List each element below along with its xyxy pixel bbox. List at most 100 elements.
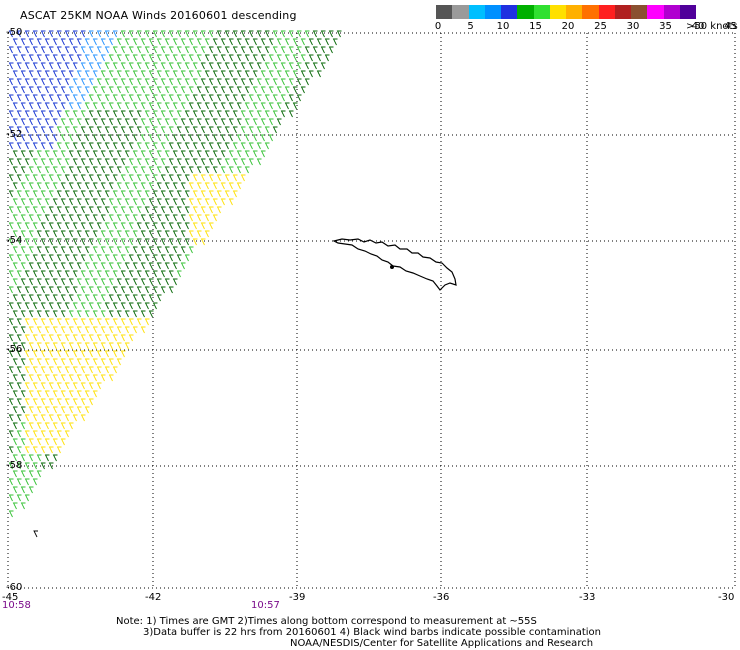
wind-barb [200, 206, 206, 214]
wind-barb [112, 190, 118, 198]
wind-barb [16, 494, 22, 502]
wind-barb [60, 198, 66, 206]
wind-barb [68, 342, 74, 350]
wind-barb [296, 94, 302, 102]
wind-barb [56, 78, 62, 86]
wind-barb [24, 190, 30, 198]
wind-barb [20, 166, 26, 174]
wind-barb [104, 350, 110, 358]
wind-barb [212, 166, 218, 174]
wind-barb [44, 310, 50, 318]
wind-barb [172, 246, 178, 254]
wind-barb [280, 110, 286, 118]
wind-barb [140, 230, 146, 238]
wind-barb [80, 30, 86, 38]
wind-barb [80, 398, 86, 406]
wind-barb [276, 38, 282, 46]
wind-barb [204, 150, 210, 158]
colorbar-label: 0 [434, 21, 442, 32]
wind-barb [52, 198, 58, 206]
wind-barb [252, 134, 258, 142]
wind-barb [204, 118, 210, 126]
wind-barb [176, 174, 182, 182]
wind-barb [68, 166, 74, 174]
wind-barb [164, 198, 170, 206]
wind-barb [44, 262, 50, 270]
wind-barb [220, 70, 226, 78]
wind-barb [12, 470, 18, 478]
wind-barb [184, 126, 190, 134]
wind-barb [36, 406, 42, 414]
wind-barb [292, 86, 298, 94]
wind-barb [140, 134, 146, 142]
wind-barb [28, 310, 34, 318]
wind-barb [36, 134, 42, 142]
wind-barb [104, 46, 110, 54]
wind-barb [192, 142, 198, 150]
wind-barb [160, 46, 166, 54]
wind-barb [96, 94, 102, 102]
wind-barb [212, 54, 218, 62]
wind-barb [288, 110, 294, 118]
wind-barb [68, 182, 74, 190]
wind-barb [216, 190, 222, 198]
wind-barb [64, 110, 70, 118]
wind-barb [192, 174, 198, 182]
wind-barb [212, 182, 218, 190]
wind-barb [108, 230, 114, 238]
wind-barb [204, 38, 210, 46]
wind-barb [136, 302, 142, 310]
wind-barb [40, 350, 46, 358]
wind-barb [52, 230, 58, 238]
wind-barb [80, 286, 86, 294]
wind-barb [16, 254, 22, 262]
wind-barb [236, 86, 242, 94]
wind-barb [108, 38, 114, 46]
wind-barb [228, 198, 234, 206]
wind-barb [192, 46, 198, 54]
wind-barb [88, 222, 94, 230]
wind-barb [156, 150, 162, 158]
wind-barb [208, 30, 214, 38]
wind-barb [192, 206, 198, 214]
wind-barb [188, 38, 194, 46]
wind-barb [240, 174, 246, 182]
wind-barb [108, 294, 114, 302]
wind-barb [244, 70, 250, 78]
wind-barb [160, 78, 166, 86]
wind-barb [16, 382, 22, 390]
wind-barb [28, 326, 34, 334]
wind-barb [52, 310, 58, 318]
wind-barb [184, 94, 190, 102]
wind-barb [56, 142, 62, 150]
wind-barb [304, 62, 310, 70]
wind-barb [164, 118, 170, 126]
wind-barb [84, 166, 90, 174]
wind-barb [16, 462, 22, 470]
wind-barb [44, 182, 50, 190]
wind-barb [56, 318, 62, 326]
wind-barb [312, 62, 318, 70]
wind-barb [32, 446, 38, 454]
wind-barb [64, 398, 70, 406]
wind-barb [264, 110, 270, 118]
wind-barb [308, 54, 314, 62]
wind-barb [40, 78, 46, 86]
wind-barb [192, 158, 198, 166]
wind-barb [24, 334, 30, 342]
wind-barb [232, 126, 238, 134]
wind-barb [188, 134, 194, 142]
wind-barb [68, 198, 74, 206]
wind-barb [76, 406, 82, 414]
wind-barb [68, 86, 74, 94]
wind-barb [156, 38, 162, 46]
wind-barb [56, 62, 62, 70]
wind-barb [112, 350, 118, 358]
wind-barb [140, 198, 146, 206]
wind-barb [212, 214, 218, 222]
wind-barb [196, 214, 202, 222]
wind-barb [76, 390, 82, 398]
wind-barb [196, 86, 202, 94]
wind-barb [64, 142, 70, 150]
wind-barb [12, 502, 18, 510]
